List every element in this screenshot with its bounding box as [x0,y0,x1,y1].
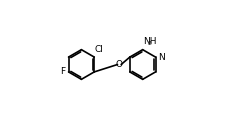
Text: F: F [60,67,65,76]
Text: NH: NH [143,37,156,46]
Text: N: N [157,53,164,62]
Text: O: O [115,60,122,69]
Text: 2: 2 [147,41,151,46]
Text: Cl: Cl [94,45,103,54]
